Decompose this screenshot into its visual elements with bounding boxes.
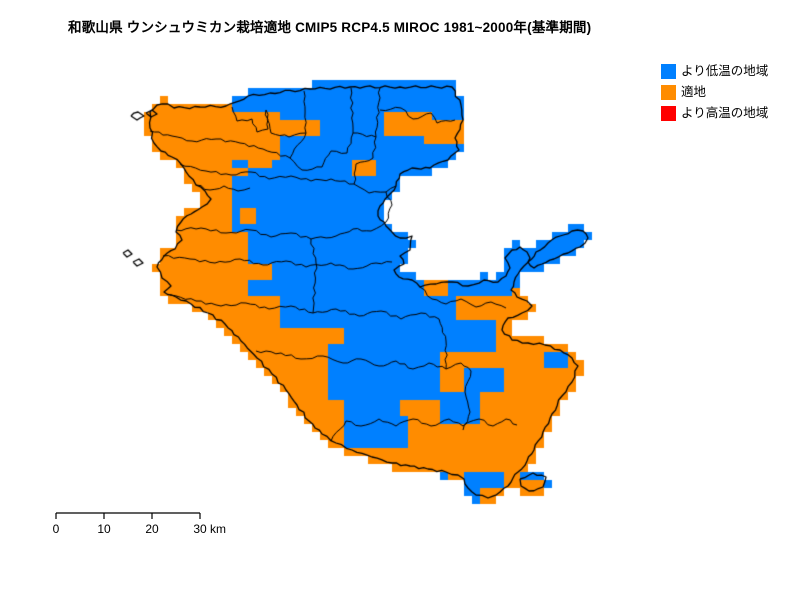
scale-bar-label: 30 — [193, 522, 207, 536]
warmer-color-swatch — [661, 106, 676, 121]
figure-title: 和歌山県 ウンシュウミカン栽培適地 CMIP5 RCP4.5 MIROC 198… — [68, 20, 592, 35]
cooler-color-swatch — [661, 64, 676, 79]
legend-item-label: 適地 — [681, 85, 707, 99]
legend: より低温の地域 適地 より高温の地域 — [661, 64, 768, 127]
legend-item-warmer: より高温の地域 — [661, 106, 768, 121]
legend-item-cooler: より低温の地域 — [661, 64, 768, 79]
suitable-color-swatch — [661, 85, 676, 100]
scale-bar-label: 0 — [53, 522, 60, 536]
legend-item-label: より低温の地域 — [681, 64, 769, 78]
scale-bar-label: 20 — [145, 522, 159, 536]
legend-item-suitable: 適地 — [661, 85, 768, 100]
scale-bar: 0 10 20 30 km — [53, 512, 226, 536]
scale-bar-label: 10 — [97, 522, 111, 536]
legend-item-label: より高温の地域 — [681, 106, 769, 120]
scale-bar-unit: km — [210, 522, 226, 536]
